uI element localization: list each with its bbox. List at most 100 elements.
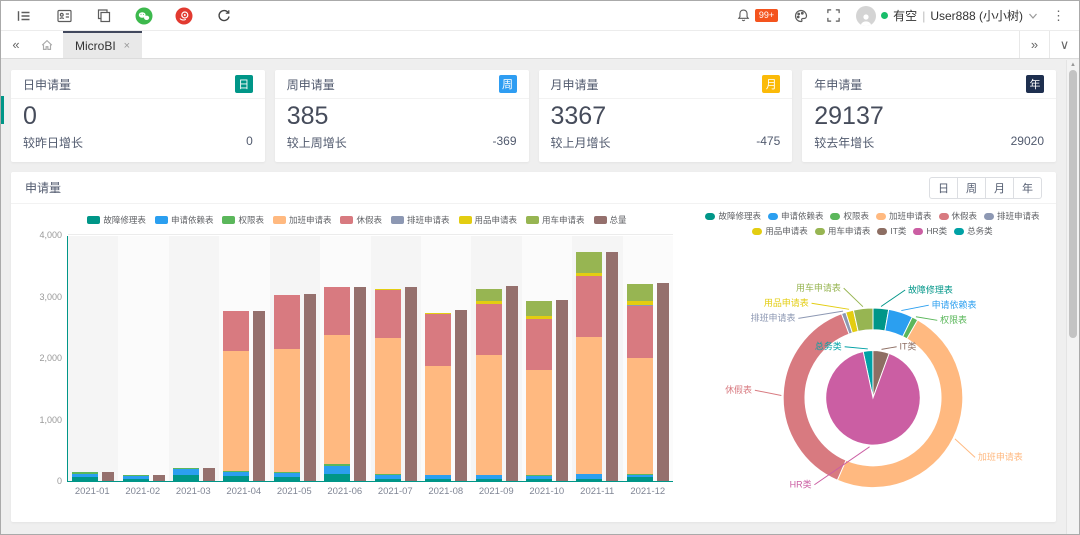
bar-segment-用车申请表[interactable] (576, 252, 603, 274)
bar-segment-用品申请表[interactable] (526, 316, 552, 319)
legend-item-排班申请表[interactable]: 排班申请表 (984, 210, 1040, 222)
bar-segment-休假表[interactable] (475, 303, 502, 355)
bar-segment-休假表[interactable] (576, 276, 603, 337)
bar-segment-申请依赖表[interactable] (475, 475, 502, 480)
stacked-bar-2021-08[interactable] (425, 312, 452, 481)
home-tab-icon[interactable] (31, 31, 63, 58)
bar-segment-权限表[interactable] (173, 468, 200, 470)
bar-segment-加班申请表[interactable] (374, 337, 401, 474)
legend-item-用车申请表[interactable]: 用车申请表 (526, 214, 585, 226)
total-bar-2021-01[interactable] (102, 472, 115, 481)
stacked-bar-2021-06[interactable] (324, 286, 351, 481)
bar-segment-休假表[interactable] (223, 311, 250, 351)
filter-month-button[interactable]: 月 (985, 176, 1014, 199)
bar-segment-用品申请表[interactable] (475, 301, 502, 304)
user-menu[interactable]: 有空 | User888 (小小树) (856, 5, 1038, 26)
bar-segment-休假表[interactable] (324, 286, 351, 335)
bar-segment-申请依赖表[interactable] (72, 473, 99, 478)
bar-segment-休假表[interactable] (273, 294, 300, 350)
stacked-bar-2021-03[interactable] (173, 468, 200, 481)
tab-microbi[interactable]: MicroBI × (63, 31, 143, 58)
bar-segment-用品申请表[interactable] (374, 288, 401, 291)
notifications-button[interactable]: 99+ (735, 7, 779, 25)
bar-segment-申请依赖表[interactable] (526, 475, 552, 480)
legend-item-加班申请表[interactable]: 加班申请表 (876, 210, 932, 222)
bar-segment-申请依赖表[interactable] (173, 469, 200, 476)
stacked-bar-2021-11[interactable] (576, 252, 603, 481)
legend-item-权限表[interactable]: 权限表 (830, 210, 869, 222)
bar-segment-故障修理表[interactable] (122, 478, 149, 481)
legend-item-用车申请表[interactable]: 用车申请表 (814, 225, 870, 237)
filter-day-button[interactable]: 日 (929, 176, 958, 199)
legend-item-排班申请表[interactable]: 排班申请表 (391, 214, 450, 226)
stacked-bar-2021-01[interactable] (72, 472, 99, 481)
filter-year-button[interactable]: 年 (1013, 176, 1042, 199)
bar-segment-故障修理表[interactable] (273, 476, 300, 481)
bar-segment-故障修理表[interactable] (626, 477, 653, 481)
bar-segment-休假表[interactable] (626, 306, 653, 359)
legend-item-总量[interactable]: 总量 (593, 214, 627, 226)
stacked-bar-2021-09[interactable] (475, 288, 502, 481)
pie-segment-用车申请表[interactable] (852, 307, 873, 332)
bar-segment-加班申请表[interactable] (626, 358, 653, 475)
scroll-tabs-right-icon[interactable]: » (1019, 31, 1049, 58)
bar-segment-申请依赖表[interactable] (576, 474, 603, 480)
bar-segment-故障修理表[interactable] (324, 474, 351, 481)
scroll-tabs-left-icon[interactable]: « (12, 37, 20, 52)
total-bar-2021-06[interactable] (354, 286, 367, 481)
total-bar-2021-09[interactable] (505, 286, 518, 481)
total-bar-2021-07[interactable] (404, 286, 417, 481)
bar-segment-申请依赖表[interactable] (122, 476, 149, 479)
fullscreen-icon[interactable] (824, 7, 842, 25)
total-bar-2021-03[interactable] (203, 468, 216, 481)
copy-pages-icon[interactable] (95, 7, 113, 25)
legend-item-HR类[interactable]: HR类 (913, 225, 947, 237)
bar-segment-权限表[interactable] (72, 472, 99, 474)
theme-palette-icon[interactable] (792, 7, 810, 25)
contact-card-icon[interactable] (55, 7, 73, 25)
bar-segment-故障修理表[interactable] (374, 478, 401, 481)
bar-segment-加班申请表[interactable] (576, 336, 603, 474)
bar-segment-申请依赖表[interactable] (626, 474, 653, 478)
scroll-up-arrow-icon[interactable]: ▲ (1070, 62, 1076, 68)
bar-segment-休假表[interactable] (425, 313, 452, 367)
weibo-icon[interactable] (175, 7, 193, 25)
scrollbar-thumb[interactable] (1069, 70, 1077, 338)
total-bar-2021-11[interactable] (606, 251, 619, 481)
legend-item-故障修理表[interactable]: 故障修理表 (87, 214, 146, 226)
legend-item-IT类[interactable]: IT类 (877, 225, 906, 237)
stacked-bar-2021-07[interactable] (374, 288, 401, 481)
total-bar-2021-12[interactable] (656, 282, 669, 481)
legend-item-申请依赖表[interactable]: 申请依赖表 (767, 210, 823, 222)
pie-segment-加班申请表[interactable] (836, 319, 963, 489)
kebab-menu-icon[interactable]: ⋮ (1052, 7, 1065, 23)
total-bar-2021-08[interactable] (455, 310, 468, 481)
legend-item-故障修理表[interactable]: 故障修理表 (705, 210, 761, 222)
bar-segment-用品申请表[interactable] (576, 273, 603, 277)
legend-item-总务类[interactable]: 总务类 (954, 225, 993, 237)
legend-item-申请依赖表[interactable]: 申请依赖表 (154, 214, 213, 226)
bar-segment-权限表[interactable] (122, 475, 149, 477)
bar-segment-故障修理表[interactable] (173, 475, 200, 481)
bar-segment-休假表[interactable] (374, 290, 401, 338)
bar-segment-申请依赖表[interactable] (223, 471, 250, 477)
stacked-bar-2021-02[interactable] (122, 475, 149, 481)
bar-segment-故障修理表[interactable] (72, 477, 99, 481)
bar-segment-排班申请表[interactable] (626, 304, 653, 307)
bar-segment-权限表[interactable] (374, 473, 401, 475)
bar-segment-休假表[interactable] (526, 318, 552, 371)
stacked-bar-2021-05[interactable] (273, 294, 300, 481)
bar-segment-权限表[interactable] (273, 472, 300, 474)
bar-segment-申请依赖表[interactable] (273, 473, 300, 477)
legend-item-用品申请表[interactable]: 用品申请表 (458, 214, 517, 226)
bar-segment-加班申请表[interactable] (425, 366, 452, 475)
bar-segment-故障修理表[interactable] (576, 479, 603, 481)
bar-segment-故障修理表[interactable] (223, 476, 250, 481)
vertical-scrollbar[interactable]: ▲ (1066, 60, 1079, 534)
bar-segment-加班申请表[interactable] (324, 334, 351, 465)
bar-segment-加班申请表[interactable] (223, 350, 250, 472)
bar-segment-故障修理表[interactable] (475, 479, 502, 481)
drawer-handle[interactable] (1, 96, 4, 124)
bar-segment-用车申请表[interactable] (475, 288, 502, 302)
pie-segment-HR类[interactable] (824, 351, 921, 446)
